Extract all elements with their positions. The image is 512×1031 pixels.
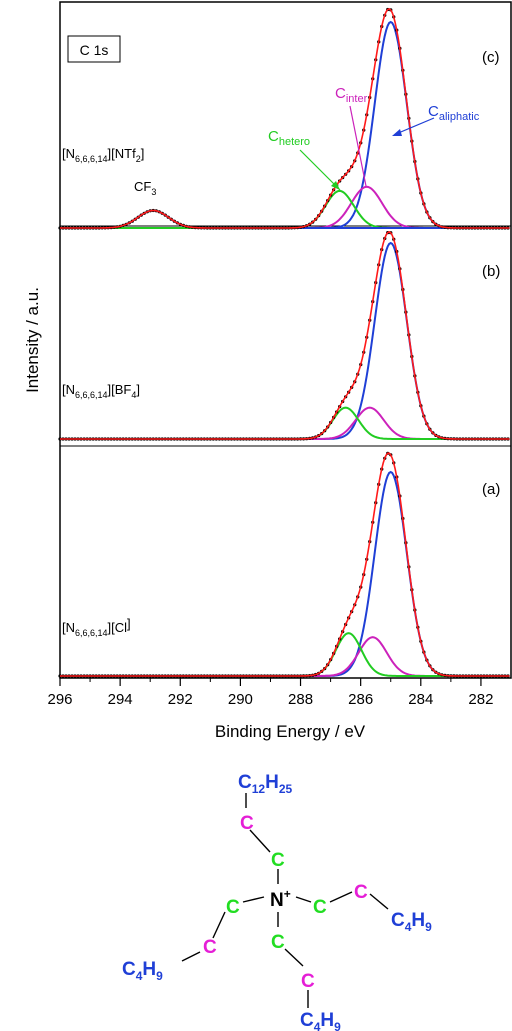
sample-label-b: [N6,6,6,14][BF4] [62, 382, 140, 400]
annotation-cf3: CF3 [134, 179, 156, 197]
pointer-c-inter [349, 105, 367, 187]
envelope-b [60, 231, 510, 440]
bond [242, 896, 265, 903]
atom-nitrogen: N+ [270, 887, 291, 911]
bond [295, 896, 312, 903]
panel-tag-a: (a) [482, 481, 500, 498]
pointer-c-aliphatic-head [392, 129, 402, 136]
spectra-curves [58, 7, 510, 678]
atom-c4h9-bottom: C4H9 [300, 1010, 341, 1031]
component-c-hetero-c [60, 189, 510, 229]
bond [181, 951, 201, 962]
x-axis-title: Binding Energy / eV [215, 722, 366, 741]
pointer-c-aliphatic [395, 117, 435, 135]
atom-c-magenta-bottom: C [301, 971, 315, 992]
atom-c12h25: C12H25 [238, 772, 293, 796]
atom-c-green-top: C [271, 850, 285, 871]
pointer-c-hetero [299, 149, 341, 191]
panel-tag-b: (b) [482, 263, 500, 280]
title-box [67, 35, 121, 63]
envelope-a [60, 452, 510, 677]
component-c-aliphatic-c [60, 20, 510, 229]
data-points-b [58, 231, 510, 441]
plot-frame [59, 1, 512, 679]
panel-tag-c: (c) [482, 49, 500, 66]
envelope-c [60, 8, 510, 229]
bond [249, 829, 271, 853]
x-tick-label: 296 [47, 691, 72, 708]
component-c-inter-a [60, 636, 510, 677]
x-tick-label: 282 [468, 691, 493, 708]
atom-c4h9-right: C4H9 [391, 910, 432, 934]
bond [329, 891, 353, 903]
component-c-hetero-a [60, 632, 510, 677]
sample-label-c: [N6,6,6,14][NTf2] [62, 146, 144, 164]
atom-c-magenta-left: C [203, 937, 217, 958]
component-c-aliphatic-a [60, 470, 510, 677]
atom-c-magenta-right: C [354, 882, 368, 903]
x-tick-label: 288 [288, 691, 313, 708]
x-tick-label: 294 [108, 691, 133, 708]
data-points-a [58, 451, 510, 678]
annotation-c-inter: Cinter [335, 85, 368, 105]
component-c-hetero-b [60, 406, 510, 440]
molecule-structure: C12H25 C C N+ C C C C4H9 C C4H9 C C C4H9 [122, 772, 432, 1031]
component-c-inter-b [60, 406, 510, 440]
x-tick-label: 286 [348, 691, 373, 708]
atom-c-green-left: C [226, 897, 240, 918]
atom-c-green-right: C [313, 897, 327, 918]
annotation-c-hetero: Chetero [268, 128, 310, 148]
bond [369, 893, 389, 910]
y-axis-title: Intensity / a.u. [23, 287, 42, 393]
component-c-aliphatic-b [60, 241, 510, 440]
atom-c-green-bottom: C [271, 932, 285, 953]
sample-label-a: [N6,6,6,14][Cl] [62, 616, 131, 638]
atom-c4h9-left: C4H9 [122, 959, 163, 983]
title-box-label: C 1s [80, 42, 109, 58]
x-tick-label: 290 [228, 691, 253, 708]
x-tick-label: 284 [408, 691, 433, 708]
bond [284, 948, 304, 967]
bond [212, 911, 226, 939]
annotation-c-aliphatic: Caliphatic [428, 103, 480, 123]
atom-c-magenta-top: C [240, 813, 254, 834]
x-axis: 296 294 292 290 288 286 284 282 [47, 678, 493, 708]
pointer-c-hetero-head [331, 181, 340, 190]
x-tick-label: 292 [168, 691, 193, 708]
component-c-inter-c [60, 185, 510, 229]
